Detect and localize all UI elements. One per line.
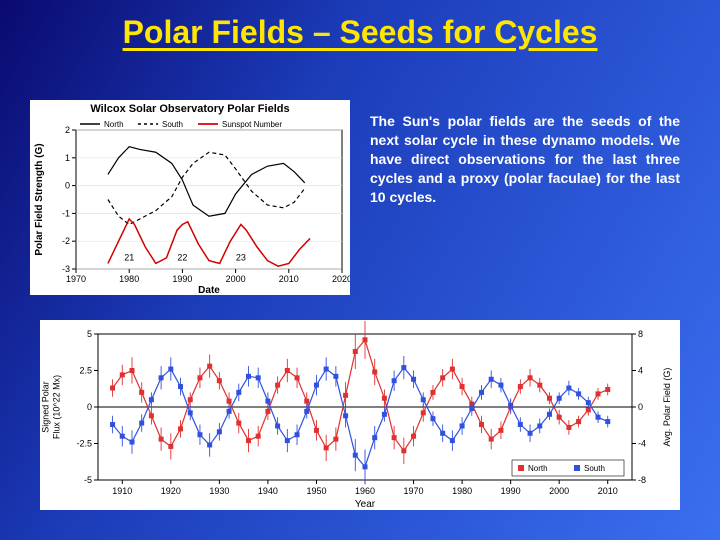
svg-text:1920: 1920 bbox=[161, 486, 181, 496]
svg-text:8: 8 bbox=[638, 329, 643, 339]
svg-text:21: 21 bbox=[124, 253, 134, 263]
svg-text:-4: -4 bbox=[638, 439, 646, 449]
svg-text:2020: 2020 bbox=[332, 274, 350, 284]
svg-text:Year: Year bbox=[355, 499, 376, 510]
svg-text:1970: 1970 bbox=[66, 274, 86, 284]
svg-text:2000: 2000 bbox=[549, 486, 569, 496]
svg-text:1980: 1980 bbox=[452, 486, 472, 496]
svg-text:0: 0 bbox=[87, 402, 92, 412]
svg-text:2.5: 2.5 bbox=[79, 366, 92, 376]
svg-text:1930: 1930 bbox=[209, 486, 229, 496]
svg-text:Signed Polar: Signed Polar bbox=[41, 381, 51, 433]
chart1-svg: Wilcox Solar Observatory Polar Fields Nor… bbox=[30, 100, 350, 295]
svg-text:-2.5: -2.5 bbox=[76, 439, 92, 449]
chart1-title: Wilcox Solar Observatory Polar Fields bbox=[90, 103, 289, 115]
svg-text:1960: 1960 bbox=[355, 486, 375, 496]
svg-text:2000: 2000 bbox=[226, 274, 246, 284]
svg-text:5: 5 bbox=[87, 329, 92, 339]
svg-text:1990: 1990 bbox=[172, 274, 192, 284]
svg-text:2010: 2010 bbox=[598, 486, 618, 496]
chart2-svg: -5 -2.5 0 2.5 5 -8 -4 0 4 8 1910 1920 1930 1940 1950 19… bbox=[40, 320, 680, 510]
slide-body-text: The Sun's polar fields are the seeds of … bbox=[370, 112, 680, 206]
svg-text:North: North bbox=[528, 464, 548, 473]
svg-text:-5: -5 bbox=[84, 475, 92, 485]
svg-text:1970: 1970 bbox=[404, 486, 424, 496]
svg-text:2010: 2010 bbox=[279, 274, 299, 284]
svg-text:1: 1 bbox=[65, 153, 70, 163]
svg-text:1980: 1980 bbox=[119, 274, 139, 284]
svg-text:0: 0 bbox=[638, 402, 643, 412]
svg-text:4: 4 bbox=[638, 366, 643, 376]
chart-wilcox-polar-fields: Wilcox Solar Observatory Polar Fields Nor… bbox=[30, 100, 350, 295]
svg-text:1910: 1910 bbox=[112, 486, 132, 496]
svg-text:Sunspot Number: Sunspot Number bbox=[222, 120, 282, 129]
svg-text:1950: 1950 bbox=[306, 486, 326, 496]
svg-text:South: South bbox=[162, 120, 183, 129]
svg-text:0: 0 bbox=[65, 181, 70, 191]
chart-polar-flux-century: -5 -2.5 0 2.5 5 -8 -4 0 4 8 1910 1920 1930 1940 1950 19… bbox=[40, 320, 680, 510]
svg-text:Avg. Polar Field (G): Avg. Polar Field (G) bbox=[662, 368, 672, 447]
svg-text:-1: -1 bbox=[62, 208, 70, 218]
svg-text:Polar Field Strength (G): Polar Field Strength (G) bbox=[34, 143, 45, 255]
svg-text:23: 23 bbox=[236, 253, 246, 263]
svg-text:1990: 1990 bbox=[501, 486, 521, 496]
svg-text:Date: Date bbox=[198, 285, 220, 295]
svg-text:2: 2 bbox=[65, 125, 70, 135]
slide-title: Polar Fields – Seeds for Cycles bbox=[0, 14, 720, 51]
svg-text:South: South bbox=[584, 464, 605, 473]
svg-text:North: North bbox=[104, 120, 124, 129]
svg-text:-2: -2 bbox=[62, 236, 70, 246]
svg-text:-8: -8 bbox=[638, 475, 646, 485]
svg-text:-3: -3 bbox=[62, 264, 70, 274]
svg-text:Flux (10^22 Mx): Flux (10^22 Mx) bbox=[52, 375, 62, 439]
svg-text:1940: 1940 bbox=[258, 486, 278, 496]
svg-text:22: 22 bbox=[177, 253, 187, 263]
